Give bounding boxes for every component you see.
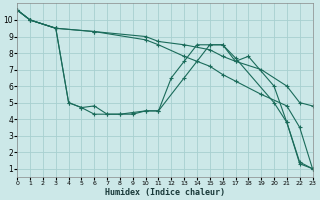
X-axis label: Humidex (Indice chaleur): Humidex (Indice chaleur) <box>105 188 225 197</box>
